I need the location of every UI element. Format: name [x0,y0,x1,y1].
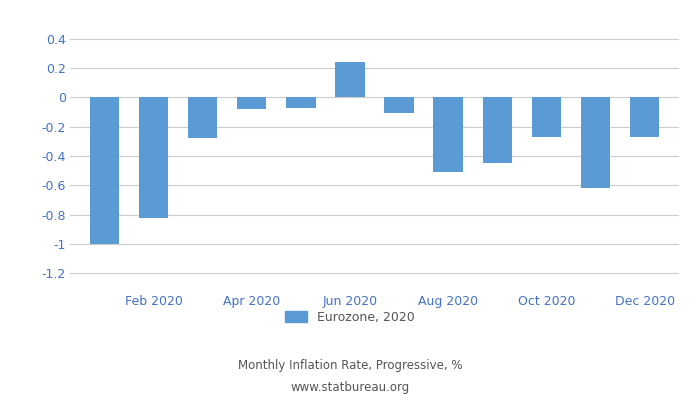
Bar [139,97,168,218]
Text: Monthly Inflation Rate, Progressive, %: Monthly Inflation Rate, Progressive, % [238,360,462,372]
Bar [237,97,267,109]
Bar [630,97,659,137]
Bar [188,97,217,138]
Bar [482,97,512,163]
Legend: Eurozone, 2020: Eurozone, 2020 [285,311,415,324]
Bar [532,97,561,137]
Text: www.statbureau.org: www.statbureau.org [290,382,410,394]
Bar [286,97,316,108]
Bar [384,97,414,114]
Bar [581,97,610,188]
Bar [335,62,365,97]
Bar [433,97,463,172]
Bar [90,97,119,244]
